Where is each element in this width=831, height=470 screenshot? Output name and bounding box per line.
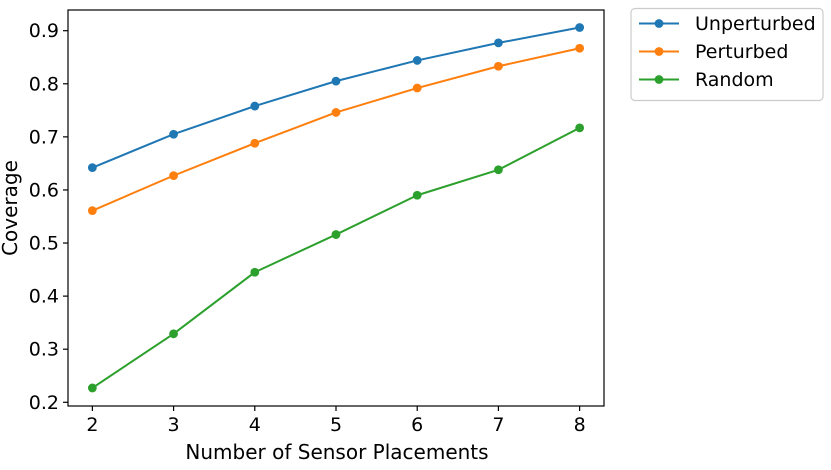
series-perturbed: [87, 43, 585, 216]
series-line-random: [91, 126, 581, 389]
data-point-unperturbed: [250, 101, 260, 111]
x-tick-label: 7: [492, 414, 504, 436]
data-point-perturbed: [169, 171, 178, 181]
legend-item-unperturbed: Unperturbed: [639, 13, 816, 35]
data-point-perturbed: [250, 138, 260, 148]
data-point-unperturbed: [575, 23, 585, 32]
y-axis-label: Coverage: [0, 160, 22, 256]
plot-area: [67, 9, 605, 407]
series-layer: [87, 23, 585, 393]
y-tick-label: 0.3: [29, 339, 59, 361]
x-tick-label: 4: [249, 414, 261, 436]
data-point-random: [494, 165, 503, 175]
legend-item-perturbed: Perturbed: [639, 41, 788, 63]
legend-marker-perturbed: [654, 47, 664, 56]
y-tick-label: 0.6: [29, 179, 59, 201]
legend: Unperturbed Perturbed Random: [630, 7, 824, 102]
x-axis: 2 3 4 5 6 7 8: [86, 406, 586, 436]
data-point-random: [250, 267, 260, 277]
legend-item-random: Random: [639, 69, 774, 91]
x-tick-label: 3: [168, 414, 180, 436]
legend-marker-random: [654, 75, 664, 84]
x-tick-label: 5: [330, 414, 342, 436]
series-unperturbed: [87, 23, 585, 173]
series-random: [87, 123, 585, 393]
data-point-perturbed: [412, 83, 422, 93]
data-point-unperturbed: [169, 129, 178, 139]
y-tick-label: 0.9: [29, 20, 59, 42]
x-tick-label: 6: [411, 414, 423, 436]
data-point-random: [169, 329, 178, 339]
series-line-unperturbed: [91, 26, 581, 169]
y-tick-label: 0.4: [29, 286, 59, 308]
data-point-perturbed: [331, 108, 341, 117]
data-point-unperturbed: [87, 163, 97, 173]
x-axis-label: Number of Sensor Placements: [185, 440, 488, 464]
data-point-unperturbed: [331, 76, 341, 86]
y-tick-label: 0.7: [29, 126, 59, 148]
legend-marker-unperturbed: [654, 19, 664, 28]
y-tick-label: 0.8: [29, 73, 59, 95]
legend-label-unperturbed: Unperturbed: [695, 13, 816, 35]
data-point-perturbed: [575, 43, 585, 53]
y-tick-label: 0.5: [29, 233, 59, 255]
axes-spines: [67, 9, 605, 407]
data-point-perturbed: [494, 61, 503, 71]
y-tick-label: 0.2: [29, 392, 59, 414]
data-point-unperturbed: [412, 56, 422, 65]
x-tick-label: 8: [574, 414, 586, 436]
y-axis: 0.2 0.3 0.4 0.5 0.6 0.7 0.8 0.9: [29, 20, 68, 414]
data-point-random: [87, 383, 97, 393]
legend-label-random: Random: [695, 69, 774, 91]
data-point-perturbed: [87, 206, 97, 216]
legend-label-perturbed: Perturbed: [695, 41, 788, 63]
legend-box: [630, 7, 824, 102]
data-point-random: [331, 230, 341, 239]
data-point-unperturbed: [494, 38, 503, 48]
x-tick-label: 2: [86, 414, 98, 436]
series-line-perturbed: [91, 47, 581, 212]
data-point-random: [412, 190, 422, 200]
data-point-random: [575, 123, 585, 133]
